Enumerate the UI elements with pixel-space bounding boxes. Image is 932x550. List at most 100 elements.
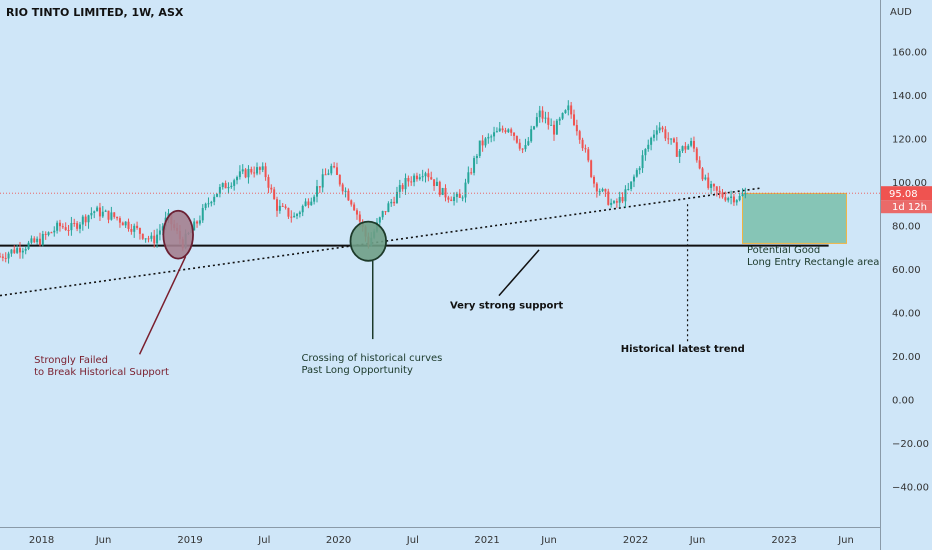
candle-body bbox=[313, 196, 316, 202]
candle-body bbox=[38, 238, 41, 245]
candle-body bbox=[458, 193, 461, 198]
candle-body bbox=[490, 136, 493, 138]
candle-body bbox=[615, 201, 618, 203]
candle-body bbox=[13, 249, 16, 253]
candle-body bbox=[727, 197, 730, 201]
x-tick-label: Jun bbox=[540, 535, 557, 546]
candle-body bbox=[704, 177, 707, 180]
time-axis[interactable]: 2018 Jun 2019 Jul 2020 Jul 2021 Jun 2022 Jun 2023 J… bbox=[29, 535, 854, 546]
candle-body bbox=[407, 178, 410, 182]
candle-body bbox=[301, 205, 304, 213]
candle-body bbox=[296, 214, 298, 216]
candle-body bbox=[104, 210, 107, 212]
candle-body bbox=[538, 110, 541, 118]
candle-body bbox=[581, 139, 584, 149]
candle-body bbox=[238, 171, 241, 178]
candle-body bbox=[701, 168, 704, 180]
candle-body bbox=[384, 211, 387, 213]
candle-body bbox=[284, 206, 287, 208]
candle-body bbox=[78, 224, 81, 229]
candle-body bbox=[118, 218, 121, 223]
candle-body bbox=[256, 167, 259, 174]
candle-body bbox=[401, 185, 404, 190]
candle-body bbox=[318, 186, 321, 188]
candle-body bbox=[435, 181, 438, 187]
candle-body bbox=[695, 148, 698, 161]
y-tick-label: 160.00 bbox=[892, 48, 927, 59]
candle-body bbox=[196, 221, 199, 224]
candle-body bbox=[627, 189, 630, 191]
candle-body bbox=[130, 228, 133, 232]
candle-body bbox=[595, 183, 598, 192]
candle-body bbox=[116, 216, 119, 219]
candle-body bbox=[687, 145, 690, 150]
candle-body bbox=[478, 140, 481, 156]
candle-body bbox=[107, 210, 110, 220]
plot-area[interactable] bbox=[0, 100, 880, 297]
y-tick-label: −40.00 bbox=[892, 483, 929, 494]
candle-body bbox=[461, 197, 464, 199]
candle-body bbox=[58, 222, 61, 227]
candle-body bbox=[44, 233, 47, 235]
candle-body bbox=[541, 110, 544, 119]
entry-rectangle[interactable] bbox=[742, 192, 847, 244]
candle-body bbox=[612, 201, 615, 203]
candle-body bbox=[415, 175, 418, 180]
y-tick-label: 80.00 bbox=[892, 222, 921, 233]
candle-body bbox=[70, 222, 73, 231]
candle-body bbox=[393, 201, 396, 204]
candle-body bbox=[390, 201, 393, 204]
candle-body bbox=[564, 110, 567, 114]
candle-body bbox=[632, 176, 635, 182]
candle-body bbox=[410, 181, 413, 183]
candle-body bbox=[473, 158, 476, 173]
crossing-circle[interactable] bbox=[349, 220, 387, 262]
failed-support-circle[interactable] bbox=[162, 209, 194, 260]
y-tick-label: 40.00 bbox=[892, 309, 921, 320]
candle-body bbox=[110, 212, 113, 220]
candle-body bbox=[224, 183, 227, 189]
historical-latest-trend-line[interactable] bbox=[0, 187, 762, 297]
failed-support-note-line: Strongly Failed bbox=[34, 355, 108, 366]
candle-body bbox=[47, 232, 50, 235]
candle-body bbox=[724, 197, 727, 201]
price-axis[interactable]: −40.00 −20.00 0.00 20.00 40.00 60.00 80.00 100.… bbox=[881, 48, 932, 494]
candle-body bbox=[244, 169, 247, 178]
candle-body bbox=[353, 204, 356, 211]
candle-body bbox=[467, 172, 470, 183]
candle-body bbox=[510, 129, 513, 133]
candle-body bbox=[621, 197, 624, 202]
candle-body bbox=[93, 211, 96, 213]
candle-body bbox=[664, 129, 667, 139]
candle-body bbox=[230, 185, 233, 188]
candle-body bbox=[404, 178, 407, 190]
failed-support-note: Strongly Failed to Break Historical Suppo… bbox=[34, 355, 169, 378]
candle-body bbox=[138, 228, 141, 234]
candle-body bbox=[355, 210, 358, 215]
candle-body bbox=[276, 199, 279, 211]
candle-body bbox=[344, 190, 347, 192]
currency-label: AUD bbox=[890, 7, 912, 18]
latest-trend-note: Historical latest trend bbox=[621, 344, 745, 355]
failed-support-note-pointer bbox=[138, 256, 187, 355]
candle-body bbox=[73, 222, 76, 224]
candle-body bbox=[604, 189, 607, 192]
candle-body bbox=[158, 230, 161, 235]
candle-body bbox=[678, 150, 681, 157]
candle-body bbox=[335, 167, 338, 175]
candle-body bbox=[553, 124, 556, 135]
candle-body bbox=[81, 216, 84, 225]
candle-body bbox=[652, 134, 655, 138]
candle-body bbox=[101, 211, 104, 217]
strong-support-note-line: Very strong support bbox=[450, 301, 563, 312]
price-badge-text: 95.08 bbox=[889, 189, 918, 200]
candle-body bbox=[136, 225, 139, 229]
candle-body bbox=[681, 146, 684, 151]
candle-body bbox=[264, 166, 267, 178]
candle-body bbox=[487, 136, 490, 139]
candle-body bbox=[453, 196, 456, 201]
candle-body bbox=[221, 183, 224, 188]
candle-body bbox=[573, 114, 576, 126]
candle-body bbox=[504, 130, 507, 133]
